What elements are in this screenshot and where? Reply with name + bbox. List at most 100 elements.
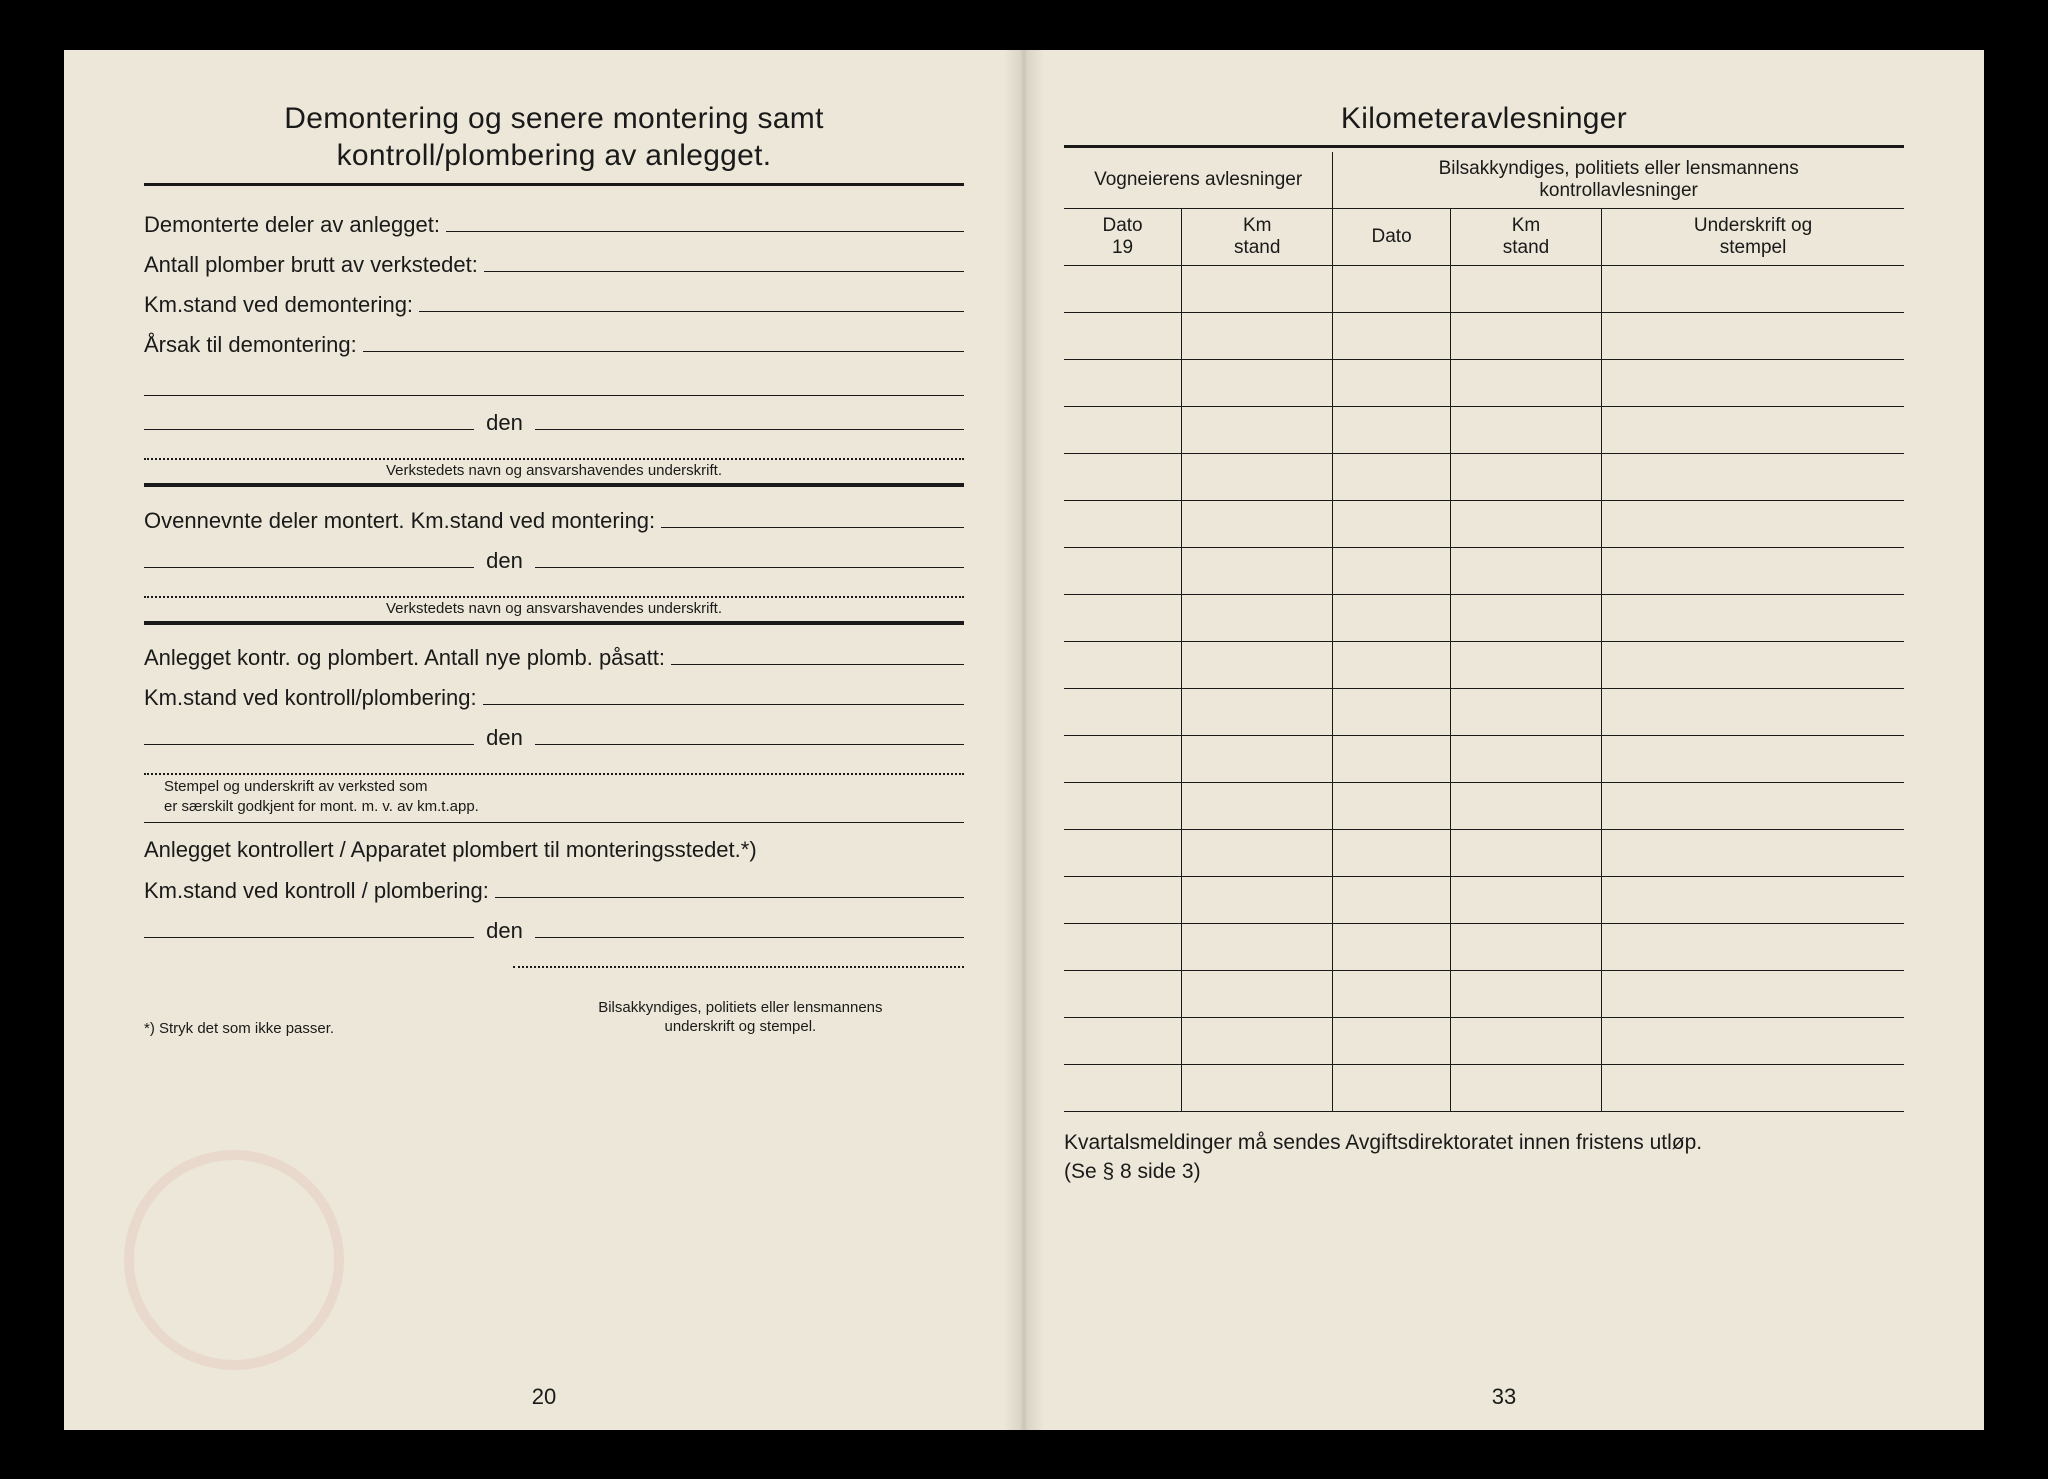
table-cell: [1333, 595, 1451, 642]
right-title: Kilometeravlesninger: [1064, 100, 1904, 138]
label-km-demontering: Km.stand ved demontering:: [144, 292, 413, 318]
table-cell: [1182, 548, 1333, 595]
date-row-1: den: [144, 406, 964, 436]
table-cell: [1182, 1065, 1333, 1112]
field-km-kontroll: Km.stand ved kontroll/plombering:: [144, 681, 964, 711]
table-cell: [1064, 548, 1182, 595]
caption-stempel-l2: er særskilt godkjent for mont. m. v. av …: [164, 798, 479, 815]
table-cell: [1450, 877, 1601, 924]
th-km-l2: stand: [1234, 237, 1280, 258]
table-cell: [1450, 783, 1601, 830]
title-line1: Demontering og senere montering samt: [284, 102, 823, 135]
table-row: [1064, 783, 1904, 830]
table-cell: [1333, 360, 1451, 407]
caption-stempel: Stempel og underskrift av verksted som e…: [164, 777, 964, 816]
table-cell: [1182, 642, 1333, 689]
footnote-right: Bilsakkyndiges, politiets eller lensmann…: [517, 998, 964, 1037]
table-cell: [1333, 642, 1451, 689]
blank-line: [535, 914, 964, 938]
km-readings-table: Vogneierens avlesninger Bilsakkyndiges, …: [1064, 152, 1904, 1112]
table-cell: [1182, 689, 1333, 736]
table-row: [1064, 1065, 1904, 1112]
th-sig-l2: stempel: [1720, 237, 1787, 258]
footnote-right-l1: Bilsakkyndiges, politiets eller lensmann…: [598, 999, 882, 1016]
table-row: [1064, 548, 1904, 595]
table-cell: [1602, 736, 1904, 783]
table-row: [1064, 642, 1904, 689]
left-page: Demontering og senere montering samt kon…: [64, 50, 1024, 1430]
blank-line: [671, 641, 964, 665]
blank-line: [483, 681, 964, 705]
table-cell: [1182, 830, 1333, 877]
table-row: [1064, 360, 1904, 407]
table-cell: [1182, 783, 1333, 830]
page-number-left: 20: [532, 1384, 556, 1410]
table-cell: [1182, 971, 1333, 1018]
th-group-control: Bilsakkyndiges, politiets eller lensmann…: [1333, 152, 1904, 209]
table-cell: [1602, 1065, 1904, 1112]
field-demonterte: Demonterte deler av anlegget:: [144, 208, 964, 238]
table-cell: [1602, 971, 1904, 1018]
table-cell: [1450, 266, 1601, 313]
table-row: [1064, 877, 1904, 924]
table-cell: [1450, 971, 1601, 1018]
table-cell: [1602, 501, 1904, 548]
table-cell: [1450, 642, 1601, 689]
field-anlegget-kontrollert: Anlegget kontrollert / Apparatet plomber…: [144, 837, 964, 863]
table-cell: [1333, 313, 1451, 360]
label-demonterte: Demonterte deler av anlegget:: [144, 212, 440, 238]
blank-line: [144, 406, 474, 430]
heavy-rule: [144, 483, 964, 487]
table-top-rule: [1064, 145, 1904, 148]
blank-line: [446, 208, 964, 232]
table-cell: [1333, 783, 1451, 830]
den-label: den: [474, 548, 535, 574]
dotted-rule-short: [513, 966, 964, 968]
field-arsak: Årsak til demontering:: [144, 328, 964, 358]
blank-line: [535, 544, 964, 568]
th-group-control-l1: Bilsakkyndiges, politiets eller lensmann…: [1439, 158, 1799, 179]
footnote-left: *) Stryk det som ikke passer.: [144, 1020, 517, 1037]
km-table-body: [1064, 266, 1904, 1112]
table-cell: [1064, 454, 1182, 501]
table-row: [1064, 595, 1904, 642]
date-row-2: den: [144, 544, 964, 574]
table-cell: [1182, 924, 1333, 971]
right-page: Kilometeravlesninger Vogneierens avlesni…: [1024, 50, 1984, 1430]
table-cell: [1182, 454, 1333, 501]
th-km-owner: Km stand: [1182, 209, 1333, 266]
table-row: [1064, 971, 1904, 1018]
table-cell: [1602, 783, 1904, 830]
table-cell: [1064, 971, 1182, 1018]
label-km-kontroll: Km.stand ved kontroll/plombering:: [144, 685, 477, 711]
table-cell: [1182, 595, 1333, 642]
table-cell: [1064, 501, 1182, 548]
table-cell: [1450, 1018, 1601, 1065]
label-ovennevnte: Ovennevnte deler montert. Km.stand ved m…: [144, 508, 655, 534]
table-cell: [1602, 830, 1904, 877]
th-sig-l1: Underskrift og: [1694, 215, 1812, 236]
table-cell: [1333, 1065, 1451, 1112]
footnote-row: *) Stryk det som ikke passer. Bilsakkynd…: [144, 998, 964, 1037]
th-km-control: Km stand: [1450, 209, 1601, 266]
table-cell: [1182, 736, 1333, 783]
table-cell: [1333, 971, 1451, 1018]
table-cell: [1602, 266, 1904, 313]
table-cell: [1602, 313, 1904, 360]
note-l2: (Se § 8 side 3): [1064, 1160, 1201, 1183]
table-cell: [1333, 736, 1451, 783]
table-cell: [1602, 877, 1904, 924]
table-cell: [1064, 783, 1182, 830]
blank-line: [495, 873, 964, 897]
quarterly-note: Kvartalsmeldinger må sendes Avgiftsdirek…: [1064, 1128, 1904, 1187]
table-cell: [1450, 454, 1601, 501]
booklet-spread: Demontering og senere montering samt kon…: [64, 50, 1984, 1430]
th-dato-control: Dato: [1333, 209, 1451, 266]
den-label: den: [474, 725, 535, 751]
table-cell: [1064, 642, 1182, 689]
table-cell: [1333, 877, 1451, 924]
table-cell: [1064, 313, 1182, 360]
table-cell: [1064, 1018, 1182, 1065]
table-row: [1064, 407, 1904, 454]
table-cell: [1182, 1018, 1333, 1065]
